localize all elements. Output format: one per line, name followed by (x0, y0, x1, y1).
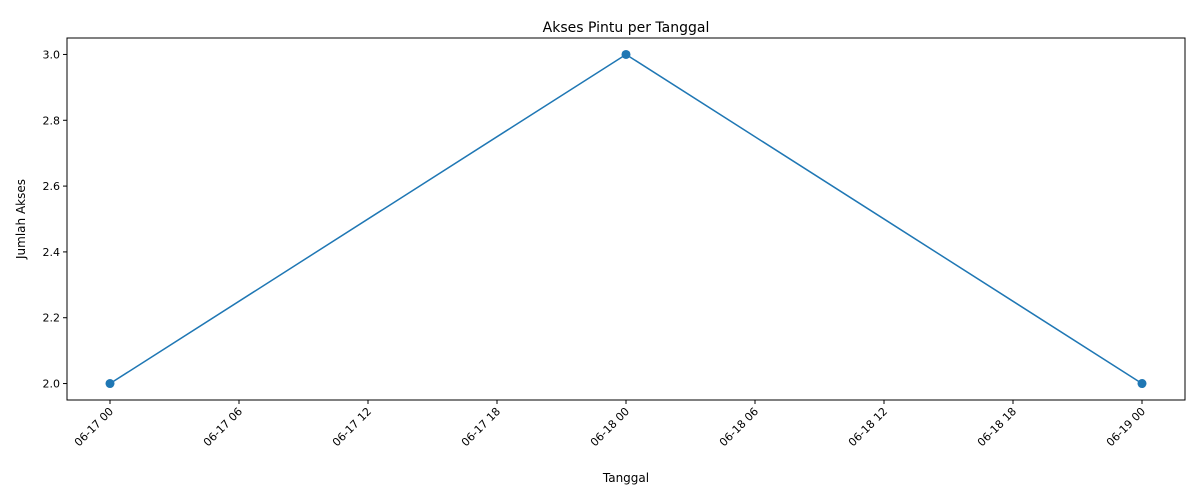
y-tick-label: 3.0 (43, 48, 61, 61)
x-tick-label: 06-19 00 (1104, 405, 1148, 449)
y-tick-label: 2.4 (43, 246, 61, 259)
x-axis-label: Tanggal (602, 471, 649, 485)
x-tick-label: 06-17 18 (459, 405, 503, 449)
chart-title: Akses Pintu per Tanggal (543, 20, 710, 36)
series-layer (105, 49, 1147, 389)
x-tick-label: 06-18 12 (846, 405, 890, 449)
data-point (621, 49, 631, 59)
x-tick-label: 06-18 00 (588, 405, 632, 449)
x-tick-label: 06-17 00 (72, 405, 116, 449)
data-point (1137, 379, 1147, 389)
y-tick-label: 2.8 (43, 114, 61, 127)
x-axis: 06-17 00 06-17 06 06-17 12 06-17 18 06-18 00… (72, 400, 1148, 449)
y-tick-label: 2.2 (43, 312, 61, 325)
x-tick-label: 06-17 06 (201, 405, 245, 449)
x-tick-label: 06-17 12 (330, 405, 374, 449)
data-point (105, 379, 115, 389)
x-tick-label: 06-18 18 (975, 405, 1019, 449)
plot-area (66, 37, 1186, 401)
series-line (109, 53, 1143, 385)
y-axis: 2.0 2.2 2.4 2.6 2.8 3.0 (43, 48, 67, 391)
y-tick-label: 2.6 (43, 180, 61, 193)
y-tick-label: 2.0 (43, 378, 61, 391)
x-tick-label: 06-18 06 (717, 405, 761, 449)
y-axis-label: Jumlah Akses (14, 179, 28, 260)
